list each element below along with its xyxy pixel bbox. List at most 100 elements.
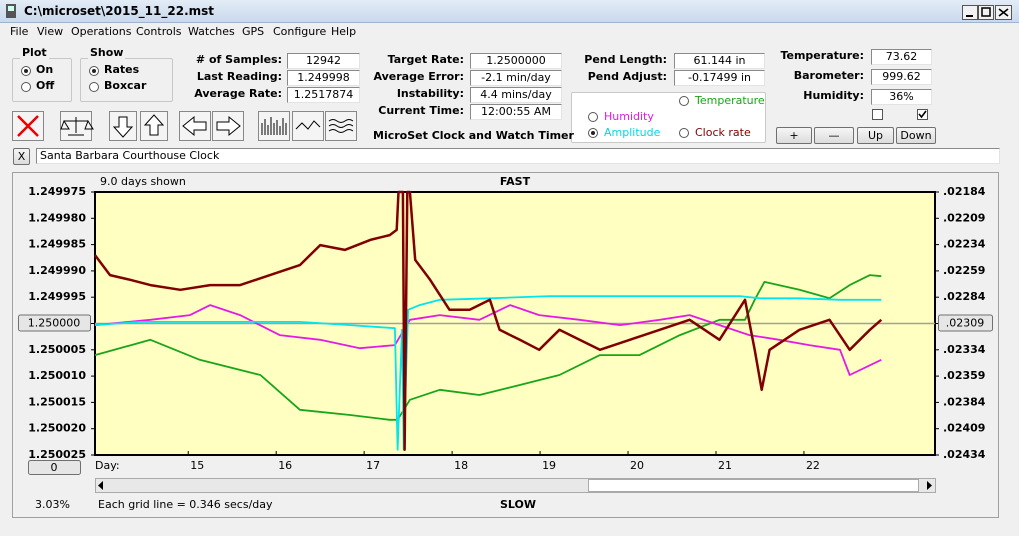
clock-name[interactable]: Santa Barbara Courthouse Clock bbox=[36, 148, 1000, 164]
radio-label[interactable]: Temperature bbox=[695, 94, 765, 107]
window-title: C:\microset\2015_11_22.mst bbox=[24, 4, 215, 18]
y2-tick-label: .02409 bbox=[943, 422, 985, 435]
y-tick-label: 1.250020 bbox=[28, 422, 86, 435]
x-tick-label: 18 bbox=[454, 459, 468, 472]
field-value: -2.1 min/day bbox=[470, 70, 562, 86]
series-line bbox=[94, 304, 882, 376]
menu-item[interactable]: Controls bbox=[136, 25, 182, 38]
y-tick-label: 1.250025 bbox=[28, 448, 86, 461]
field-value: 4.4 mins/day bbox=[470, 87, 562, 103]
radio[interactable] bbox=[21, 82, 31, 92]
radio-label[interactable]: Boxcar bbox=[104, 79, 147, 92]
radio[interactable] bbox=[679, 128, 689, 138]
field-label: Pend Length: bbox=[584, 53, 667, 66]
button[interactable]: — bbox=[814, 127, 854, 144]
y-tick-label: 1.249990 bbox=[28, 264, 86, 277]
radio[interactable] bbox=[21, 66, 31, 76]
x-axis-label: Day: bbox=[95, 459, 120, 472]
field-label: Average Error: bbox=[373, 70, 464, 83]
radio[interactable] bbox=[89, 66, 99, 76]
series-line bbox=[94, 295, 882, 451]
y-tick-label: 1.250000 bbox=[28, 317, 81, 330]
field-value: 73.62 bbox=[871, 49, 932, 65]
slow-label: SLOW bbox=[500, 498, 536, 511]
scroll-thumb[interactable] bbox=[588, 479, 919, 492]
days-shown: 9.0 days shown bbox=[100, 175, 186, 188]
field-value: 1.2517874 bbox=[287, 87, 360, 103]
series-line bbox=[94, 190, 883, 451]
field-label: # of Samples: bbox=[195, 53, 282, 66]
y2-tick-label: .02259 bbox=[943, 264, 985, 277]
field-label: Temperature: bbox=[780, 49, 864, 62]
menu-item[interactable]: Help bbox=[331, 25, 357, 38]
x-tick-label: 16 bbox=[278, 459, 292, 472]
grid-note: Each grid line = 0.346 secs/day bbox=[98, 498, 273, 511]
toolbar[interactable] bbox=[12, 111, 362, 142]
y-tick-label: 1.250005 bbox=[28, 343, 86, 356]
field-value: -0.17499 in bbox=[674, 70, 765, 86]
menu-item[interactable]: Configure bbox=[273, 25, 327, 38]
x-tick-label: 20 bbox=[630, 459, 644, 472]
y2-tick-label: .02284 bbox=[943, 290, 986, 303]
tick-button[interactable] bbox=[18, 314, 91, 332]
field-label: Pend Adjust: bbox=[587, 70, 667, 83]
radio[interactable] bbox=[588, 128, 598, 138]
y2-tick-label: .02184 bbox=[943, 185, 986, 198]
y2-tick-label: .02359 bbox=[943, 369, 985, 382]
y-tick-label: 1.250015 bbox=[28, 395, 86, 408]
menu-item[interactable]: File bbox=[10, 25, 29, 38]
menu-item[interactable]: GPS bbox=[242, 25, 265, 38]
field-value: 999.62 bbox=[871, 69, 932, 85]
y-tick-label: 1.249975 bbox=[28, 185, 86, 198]
button[interactable]: Up bbox=[857, 127, 894, 144]
x-tick-label: 17 bbox=[366, 459, 380, 472]
field-value: 12:00:55 AM bbox=[470, 104, 562, 120]
radio-label[interactable]: Clock rate bbox=[695, 126, 751, 139]
percent: 3.03% bbox=[35, 498, 70, 511]
close-button[interactable]: X bbox=[13, 148, 30, 165]
radio-label[interactable]: Amplitude bbox=[604, 126, 661, 139]
radio-label[interactable]: Humidity bbox=[604, 110, 654, 123]
menu-item[interactable]: View bbox=[37, 25, 64, 38]
radio-label[interactable]: On bbox=[36, 63, 54, 76]
y2-tick-label: .02334 bbox=[943, 343, 986, 356]
radio-label[interactable]: Off bbox=[36, 79, 55, 92]
field-label: Barometer: bbox=[793, 69, 864, 82]
field-label: Last Reading: bbox=[196, 70, 282, 83]
checkbox[interactable] bbox=[917, 109, 928, 120]
button[interactable]: Down bbox=[896, 127, 936, 144]
y2-tick-label: .02209 bbox=[943, 211, 985, 224]
radio[interactable] bbox=[679, 96, 689, 106]
field-label: Target Rate: bbox=[387, 53, 464, 66]
field-value: 1.2500000 bbox=[470, 53, 562, 69]
radio-label[interactable]: Rates bbox=[104, 63, 140, 76]
x-tick-label: 21 bbox=[718, 459, 732, 472]
field-value: 36% bbox=[871, 89, 932, 105]
title-bar bbox=[0, 0, 1019, 23]
offset-button-label[interactable]: 0 bbox=[51, 461, 58, 474]
tick-button[interactable] bbox=[938, 314, 993, 332]
y2-tick-label: .02434 bbox=[943, 448, 986, 461]
group-title: Show bbox=[88, 46, 126, 59]
field-label: Current Time: bbox=[378, 104, 464, 117]
y2-tick-label: .02384 bbox=[943, 395, 986, 408]
y-tick-label: 1.249985 bbox=[28, 238, 86, 251]
window-controls[interactable] bbox=[962, 5, 1014, 20]
plot-select-panel bbox=[571, 92, 766, 143]
radio[interactable] bbox=[89, 82, 99, 92]
field-label: Average Rate: bbox=[194, 87, 282, 100]
group-box bbox=[80, 58, 173, 102]
radio[interactable] bbox=[588, 112, 598, 122]
app-icon bbox=[6, 4, 16, 18]
field-value: 12942 bbox=[287, 53, 360, 69]
app-name: MicroSet Clock and Watch Timer bbox=[373, 129, 574, 142]
button[interactable]: + bbox=[776, 127, 812, 144]
menu-item[interactable]: Operations bbox=[71, 25, 132, 38]
checkbox[interactable] bbox=[872, 109, 883, 120]
field-label: Instability: bbox=[396, 87, 464, 100]
field-value: 61.144 in bbox=[674, 53, 765, 69]
y-tick-label: 1.250010 bbox=[28, 369, 86, 382]
offset-button[interactable] bbox=[28, 460, 81, 475]
group-title: Plot bbox=[20, 46, 49, 59]
menu-item[interactable]: Watches bbox=[188, 25, 235, 38]
